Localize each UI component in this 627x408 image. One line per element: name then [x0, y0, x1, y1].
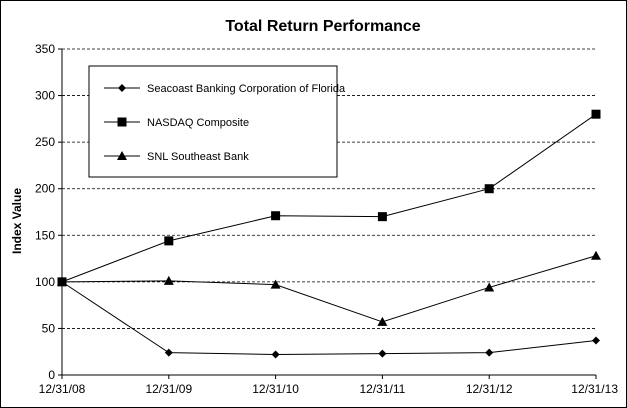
legend-label: NASDAQ Composite: [147, 117, 249, 129]
y-tick-label: 100: [35, 275, 55, 289]
data-point-diamond: [271, 350, 280, 359]
x-tick-label: 12/31/09: [145, 382, 192, 396]
x-tick-label: 12/31/08: [39, 382, 86, 396]
y-tick-label: 250: [35, 135, 55, 149]
data-point-triangle: [163, 275, 174, 285]
series-group: [57, 109, 601, 359]
y-tick-label: 0: [48, 368, 55, 382]
y-tick-label: 350: [35, 42, 55, 56]
x-tick-label: 12/31/12: [466, 382, 513, 396]
data-point-square: [271, 211, 281, 221]
y-axis-label: Index Value: [10, 188, 24, 254]
data-point-square: [591, 109, 601, 119]
legend: Seacoast Banking Corporation of Florida N…: [88, 65, 346, 178]
data-point-square: [484, 184, 494, 194]
data-point-square: [377, 212, 387, 222]
legend-marker-diamond: [118, 84, 126, 92]
data-point-square: [164, 236, 174, 246]
x-ticks: 12/31/08 12/31/09 12/31/10 12/31/11 12/31/12…: [39, 375, 618, 396]
axes: [61, 49, 596, 376]
y-ticks: 0 50 100 150 200 250 300 350: [35, 42, 62, 382]
data-point-diamond: [164, 348, 173, 357]
legend-label: SNL Southeast Bank: [147, 151, 249, 163]
chart-title: Total Return Performance: [225, 18, 420, 35]
legend-marker-square: [117, 117, 127, 127]
data-point-diamond: [378, 349, 387, 358]
data-point-diamond: [592, 336, 600, 345]
series-line-diamond: [61, 281, 597, 356]
y-tick-label: 50: [42, 321, 56, 335]
x-tick-label: 12/31/13: [571, 382, 618, 396]
legend-marker-triangle: [117, 151, 127, 160]
x-tick-label: 12/31/10: [252, 382, 299, 396]
y-tick-label: 150: [35, 228, 55, 242]
y-tick-label: 200: [35, 182, 55, 196]
y-tick-label: 300: [35, 89, 55, 103]
series-line-square: [61, 113, 597, 283]
data-point-triangle: [57, 276, 67, 286]
data-point-triangle: [591, 250, 601, 260]
data-point-diamond: [485, 348, 494, 357]
legend-label: Seacoast Banking Corporation of Florida: [147, 83, 346, 95]
x-tick-label: 12/31/11: [359, 382, 405, 396]
series-line-triangle: [61, 255, 597, 323]
data-point-triangle: [377, 316, 388, 326]
data-point-triangle: [270, 279, 281, 289]
data-point-triangle: [484, 282, 495, 292]
